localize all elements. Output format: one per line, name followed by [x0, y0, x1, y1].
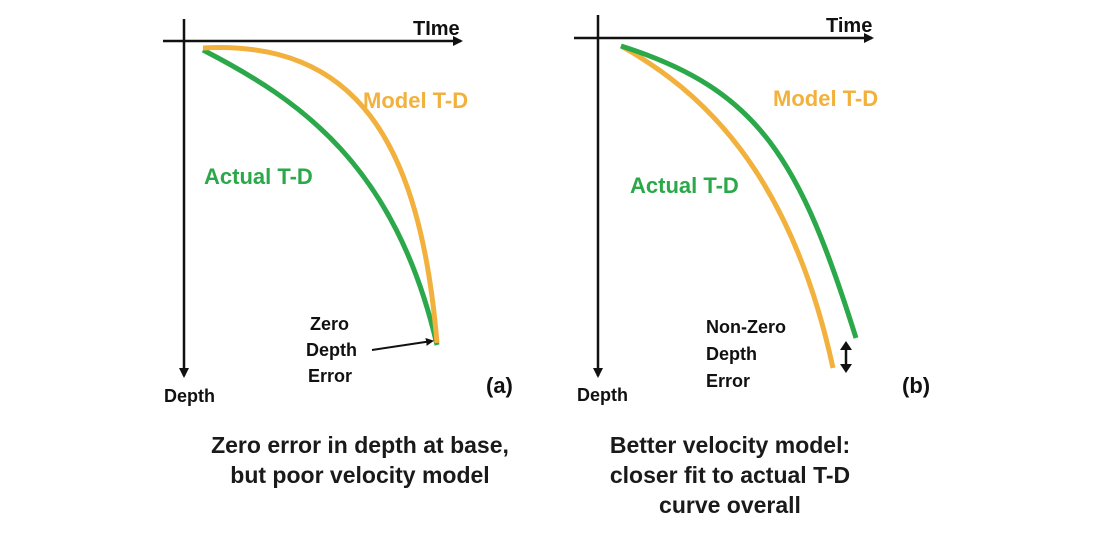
- actual-td-label-b: Actual T-D: [630, 173, 739, 198]
- caption-b-line3: curve overall: [659, 492, 801, 518]
- error-label-b-line1: Non-Zero: [706, 317, 786, 337]
- caption-b: Better velocity model: closer fit to act…: [570, 430, 890, 520]
- caption-a-line1: Zero error in depth at base,: [211, 432, 509, 458]
- error-label-b-line3: Error: [706, 371, 750, 391]
- time-axis-label-a: TIme: [413, 18, 460, 40]
- error-label-a-line1: Zero: [310, 314, 349, 334]
- error-pointer-arrow-a: [371, 337, 434, 351]
- model-td-label-a: Model T-D: [363, 88, 468, 113]
- caption-a: Zero error in depth at base, but poor ve…: [150, 430, 570, 490]
- depth-axis-label-a: Depth: [164, 386, 215, 406]
- panel-tag-b: (b): [902, 373, 930, 398]
- error-double-arrow-b: [840, 341, 852, 373]
- model-td-curve-a: [202, 45, 440, 344]
- actual-td-curve-b: [620, 43, 859, 339]
- panel-b: Time Depth Model T-D Actual T-D Non-Zero…: [574, 15, 930, 405]
- model-td-curve-b: [619, 43, 836, 369]
- caption-a-line2: but poor velocity model: [230, 462, 490, 488]
- panel-a: TIme Depth Model T-D Actual T-D Zero Dep…: [163, 18, 513, 406]
- error-label-a-line2: Depth: [306, 340, 357, 360]
- error-label-b-line2: Depth: [706, 344, 757, 364]
- error-label-a-line3: Error: [308, 366, 352, 386]
- actual-td-curve-a: [201, 47, 440, 346]
- caption-b-line2: closer fit to actual T-D: [609, 462, 851, 488]
- time-axis-label-b: Time: [826, 15, 872, 37]
- actual-td-label-a: Actual T-D: [204, 164, 313, 189]
- panel-tag-a: (a): [486, 373, 513, 398]
- caption-b-line1: Better velocity model:: [609, 432, 851, 458]
- depth-axis-label-b: Depth: [577, 385, 628, 405]
- model-td-label-b: Model T-D: [773, 86, 878, 111]
